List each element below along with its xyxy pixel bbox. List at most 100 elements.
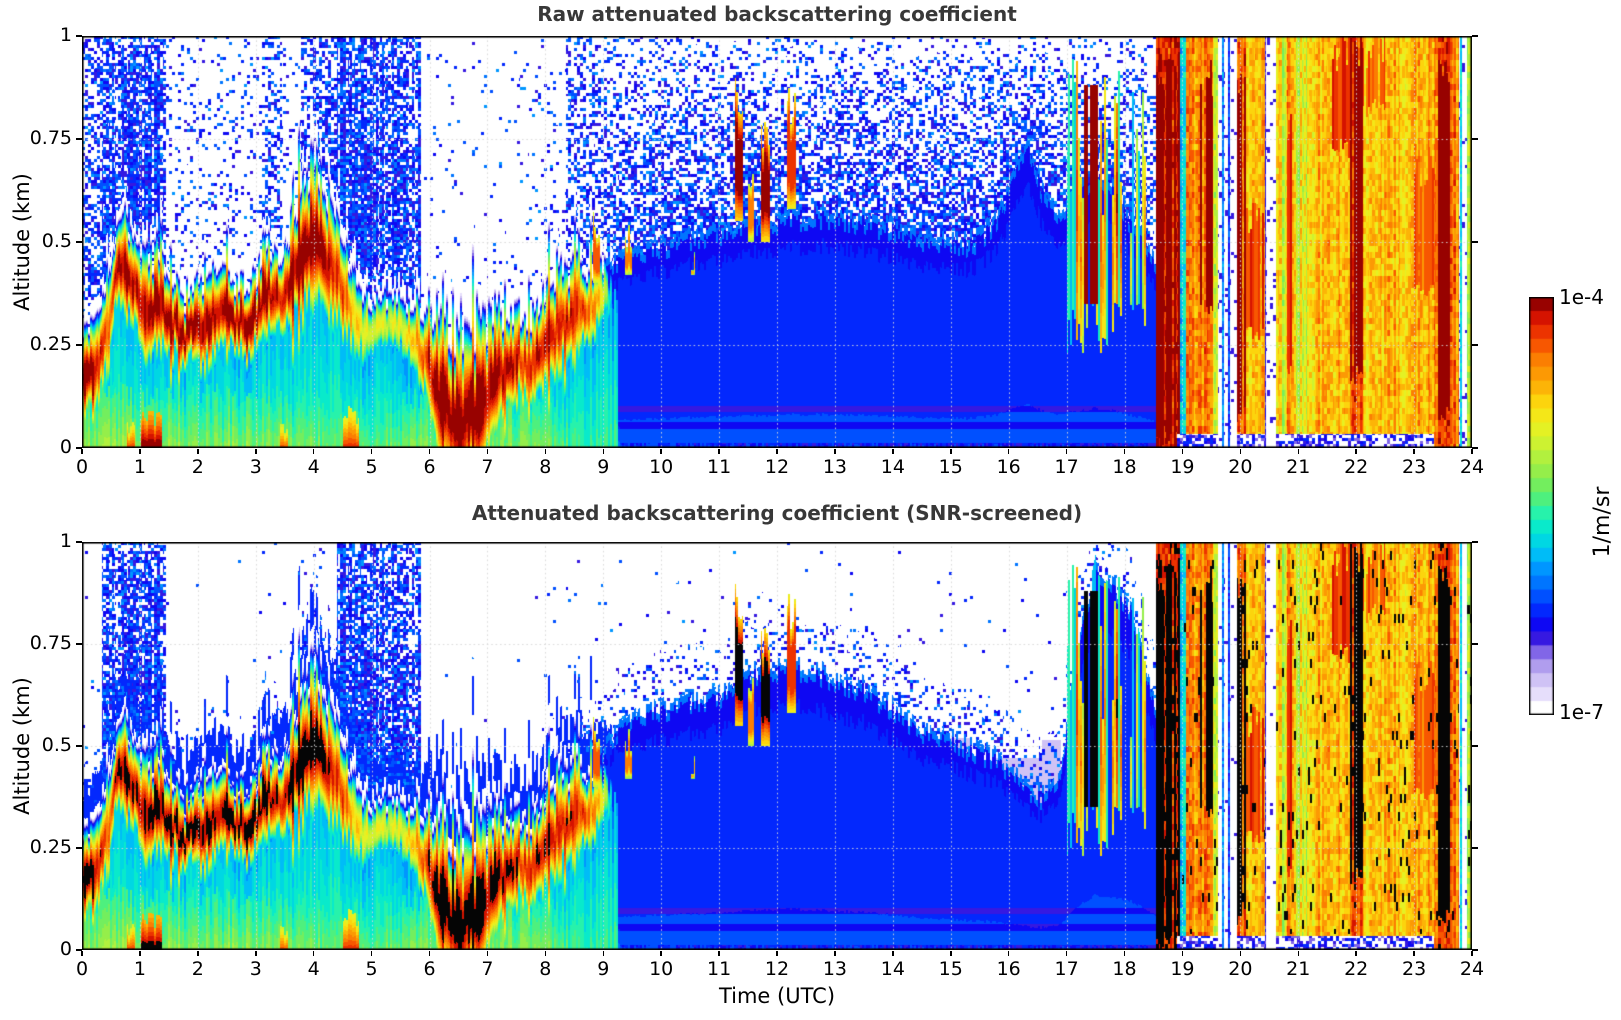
y-tick-label: 1 xyxy=(59,24,72,46)
x-tick-label: 13 xyxy=(822,456,847,478)
y-axis-tick xyxy=(76,344,82,346)
x-axis-tick xyxy=(660,951,662,956)
x-axis-tick xyxy=(486,951,489,956)
y-axis-tick xyxy=(76,643,82,645)
x-axis-tick xyxy=(602,951,604,956)
colorbar xyxy=(1529,297,1554,715)
x-axis-tick xyxy=(197,951,199,956)
y-axis-tick xyxy=(76,745,82,747)
x-axis-tick xyxy=(834,449,836,454)
x-tick-label: 16 xyxy=(996,456,1021,478)
screened-backscatter-heatmap xyxy=(82,542,1472,950)
y-axis-tick-right xyxy=(1472,35,1478,37)
x-tick-label: 17 xyxy=(1054,958,1079,980)
panel1-title: Raw attenuated backscattering coefficien… xyxy=(537,2,1017,26)
x-tick-label: 15 xyxy=(938,456,963,478)
y-axis-tick-right xyxy=(1472,447,1478,449)
x-tick-label: 11 xyxy=(706,958,732,980)
x-tick-label: 0 xyxy=(75,456,89,478)
x-tick-label: 3 xyxy=(249,456,262,478)
y-tick-label: 0 xyxy=(59,938,72,960)
x-axis-tick xyxy=(1123,951,1126,956)
x-tick-label: 24 xyxy=(1459,456,1485,478)
x-axis-tick xyxy=(544,449,547,454)
y-tick-label: 1 xyxy=(59,530,72,552)
x-tick-label: 2 xyxy=(191,958,204,980)
y-axis-tick xyxy=(76,541,82,543)
x-tick-label: 17 xyxy=(1054,456,1079,478)
y-axis-tick-right xyxy=(1472,241,1478,243)
x-axis-tick xyxy=(718,951,720,956)
x-tick-label: 6 xyxy=(423,456,436,478)
x-axis-tick xyxy=(950,449,952,454)
x-axis-tick xyxy=(1181,449,1184,454)
x-axis-tick xyxy=(892,951,894,956)
x-tick-label: 4 xyxy=(307,456,320,478)
x-axis-tick xyxy=(1007,449,1010,454)
colorbar-max-label: 1e-4 xyxy=(1559,285,1604,309)
y-tick-label: 0 xyxy=(59,436,72,458)
x-tick-label: 23 xyxy=(1401,958,1427,980)
x-tick-label: 9 xyxy=(597,958,610,980)
x-axis-tick xyxy=(1239,951,1242,956)
x-tick-label: 1 xyxy=(133,958,146,980)
panel2-title: Attenuated backscattering coefficient (S… xyxy=(471,501,1083,525)
x-tick-label: 14 xyxy=(880,958,905,980)
y-axis-tick-right xyxy=(1472,344,1478,346)
x-axis-tick xyxy=(1471,951,1473,956)
y-axis-tick-right xyxy=(1472,847,1478,849)
x-axis-tick xyxy=(312,449,315,454)
x-tick-label: 13 xyxy=(822,958,847,980)
x-tick-label: 11 xyxy=(706,456,732,478)
x-axis-tick xyxy=(1355,449,1357,454)
y-axis-tick xyxy=(76,35,82,37)
x-tick-label: 10 xyxy=(649,958,674,980)
x-tick-label: 23 xyxy=(1401,456,1427,478)
x-tick-label: 22 xyxy=(1344,456,1369,478)
x-axis-tick xyxy=(602,449,604,454)
x-tick-label: 19 xyxy=(1170,456,1195,478)
x-axis-tick xyxy=(139,449,141,454)
x-tick-label: 5 xyxy=(365,958,378,980)
x-axis-tick xyxy=(1065,449,1068,454)
x-tick-label: 4 xyxy=(307,958,320,980)
x-tick-label: 8 xyxy=(539,958,552,980)
x-tick-label: 18 xyxy=(1112,456,1137,478)
x-tick-label: 14 xyxy=(880,456,905,478)
x-axis-tick xyxy=(370,951,373,956)
x-axis-tick xyxy=(834,951,836,956)
y-tick-label: 0.75 xyxy=(29,632,72,654)
x-tick-label: 3 xyxy=(249,958,262,980)
x-tick-label: 10 xyxy=(649,456,674,478)
y-tick-label: 0.25 xyxy=(29,333,72,355)
x-axis-tick xyxy=(1239,449,1242,454)
y-tick-label: 0.25 xyxy=(29,836,72,858)
x-axis-tick xyxy=(776,951,778,956)
x-axis-tick xyxy=(486,449,489,454)
x-tick-label: 21 xyxy=(1286,958,1311,980)
x-tick-label: 12 xyxy=(764,456,790,478)
x-tick-label: 24 xyxy=(1459,958,1485,980)
x-axis-tick xyxy=(1007,951,1010,956)
x-tick-label: 22 xyxy=(1344,958,1369,980)
x-tick-label: 21 xyxy=(1286,456,1311,478)
y-tick-label: 0.5 xyxy=(41,230,72,252)
y-axis-tick-right xyxy=(1472,138,1478,140)
x-tick-label: 0 xyxy=(75,958,89,980)
raw-backscatter-heatmap xyxy=(82,36,1472,448)
x-axis-tick xyxy=(892,449,894,454)
x-axis-tick xyxy=(776,449,778,454)
x-axis-tick xyxy=(139,951,141,956)
x-axis-tick xyxy=(1413,951,1415,956)
x-tick-label: 7 xyxy=(481,456,494,478)
y-axis-tick xyxy=(76,949,82,951)
x-axis-tick xyxy=(950,951,952,956)
x-axis-tick xyxy=(81,951,83,956)
x-tick-label: 8 xyxy=(539,456,552,478)
x-axis-label: Time (UTC) xyxy=(718,984,836,1008)
y-tick-label: 0.5 xyxy=(41,734,72,756)
y-tick-label: 0.75 xyxy=(29,127,72,149)
x-axis-tick xyxy=(1123,449,1126,454)
y-axis-tick xyxy=(76,447,82,449)
